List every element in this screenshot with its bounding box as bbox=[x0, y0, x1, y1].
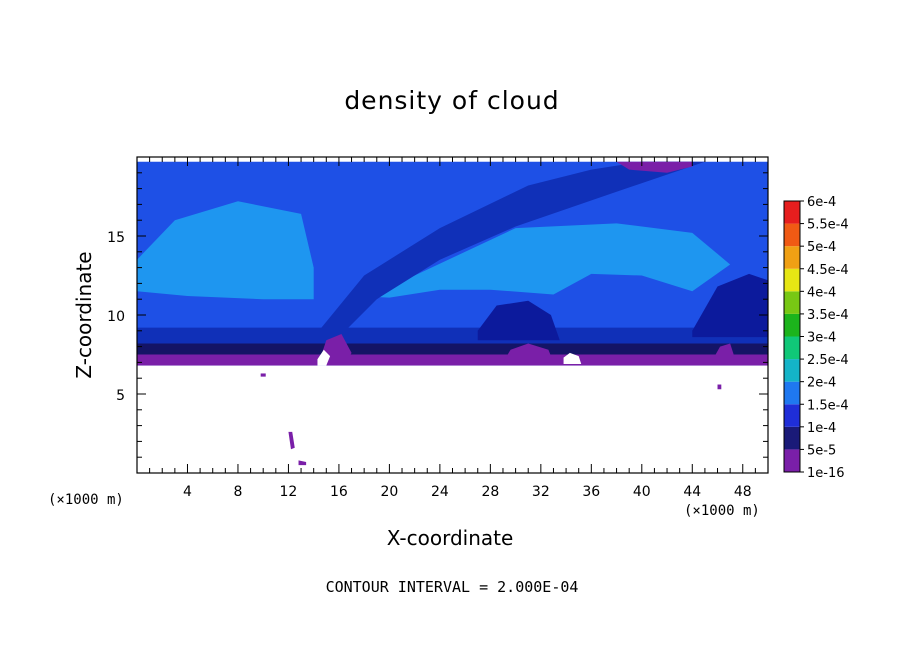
x-tick-label: 32 bbox=[532, 484, 550, 500]
cloud-speck-b bbox=[298, 460, 307, 466]
colorbar-swatch bbox=[784, 291, 800, 314]
x-tick-label: 36 bbox=[582, 484, 600, 500]
colorbar-swatch bbox=[784, 313, 800, 337]
x-tick-label: 40 bbox=[633, 484, 651, 500]
cloud-updraft-band bbox=[313, 161, 705, 338]
colorbar-label: 4e-4 bbox=[807, 285, 836, 300]
cloud-base-edge bbox=[137, 343, 768, 357]
colorbar-label: 1e-16 bbox=[807, 466, 845, 481]
x-unit-right: (×1000 m) bbox=[684, 503, 760, 519]
colorbar-swatch bbox=[784, 359, 800, 382]
colorbar-swatch bbox=[784, 201, 800, 224]
x-unit-left: (×1000 m) bbox=[48, 492, 124, 508]
colorbar-label: 5e-4 bbox=[807, 240, 836, 255]
x-tick-label: 28 bbox=[481, 484, 499, 500]
colorbar-swatch bbox=[784, 223, 800, 247]
cloud-base-gap-b bbox=[563, 352, 582, 364]
x-axis-label: X-coordinate bbox=[0, 526, 904, 550]
colorbar-label: 3e-4 bbox=[807, 331, 836, 346]
x-axis-label-text: X-coordinate bbox=[386, 526, 514, 550]
colorbar-label: 4.5e-4 bbox=[807, 263, 849, 278]
colorbar-label: 2.5e-4 bbox=[807, 353, 849, 368]
contour-interval-note: CONTOUR INTERVAL = 2.000E-04 bbox=[325, 578, 579, 596]
x-tick-label: 24 bbox=[431, 484, 449, 500]
colorbar-swatch bbox=[784, 246, 800, 269]
x-tick-label: 4 bbox=[183, 484, 192, 500]
cloud-base-layer bbox=[137, 354, 768, 366]
y-tick-label: 5 bbox=[116, 388, 125, 404]
cloud-speck-d bbox=[717, 384, 722, 390]
colorbar-swatch bbox=[784, 404, 800, 427]
colorbar-label: 2e-4 bbox=[807, 376, 836, 391]
colorbar-label: 6e-4 bbox=[807, 195, 836, 210]
cloud-speck-a bbox=[288, 431, 295, 450]
x-tick-label: 16 bbox=[330, 484, 348, 500]
x-tick-label: 12 bbox=[280, 484, 298, 500]
colorbar: 1e-16 5e-5 1e-4 1.5e-4 2e-4 2.5e-4 3e-4 3.5e-4 4… bbox=[783, 195, 849, 481]
colorbar-label: 5e-5 bbox=[807, 443, 836, 458]
cloud-cell-dark-b bbox=[692, 273, 768, 338]
y-tick-label: 10 bbox=[107, 309, 125, 325]
cloud-top-patch bbox=[616, 161, 693, 173]
colorbar-label: 1e-4 bbox=[807, 421, 836, 436]
x-tick-label: 20 bbox=[380, 484, 398, 500]
colorbar-swatch bbox=[784, 336, 800, 360]
colorbar-swatch bbox=[784, 426, 800, 450]
cloud-base-gap-a bbox=[317, 349, 331, 366]
colorbar-swatch bbox=[784, 381, 800, 405]
density-field bbox=[137, 161, 768, 466]
colorbar-label: 3.5e-4 bbox=[807, 308, 849, 323]
cloud-region-light-right bbox=[351, 223, 731, 298]
x-tick-label: 44 bbox=[683, 484, 701, 500]
cloud-speck-c bbox=[260, 373, 266, 377]
x-tick-label: 48 bbox=[734, 484, 752, 500]
colorbar-label: 1.5e-4 bbox=[807, 398, 849, 413]
colorbar-swatch bbox=[784, 449, 800, 472]
x-tick-label: 8 bbox=[233, 484, 242, 500]
cloud-base-bulge-b bbox=[502, 343, 554, 364]
colorbar-label: 5.5e-4 bbox=[807, 218, 849, 233]
cloud-cell-dark-a bbox=[477, 300, 560, 341]
y-tick-label: 15 bbox=[107, 230, 125, 246]
cloud-region-light-left bbox=[137, 201, 314, 300]
cloud-base-bulge-c bbox=[711, 343, 736, 364]
colorbar-swatch bbox=[784, 268, 800, 292]
chart-title: density of cloud bbox=[344, 86, 560, 115]
